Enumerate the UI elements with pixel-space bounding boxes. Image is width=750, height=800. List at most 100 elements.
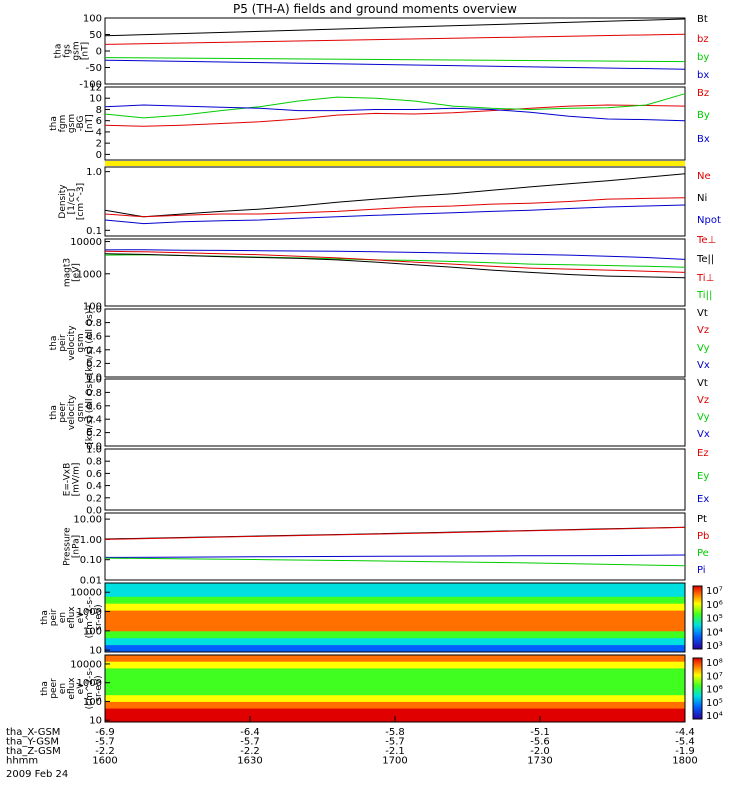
orbit-value: -6.4 [240, 727, 260, 738]
y-tick-label: 1.0 [86, 305, 102, 316]
y-label-line: gsm [72, 41, 82, 60]
legend-Vt: Vt [697, 378, 708, 389]
y-label-line: fgm [58, 115, 68, 133]
legend-Npot: Npot [697, 215, 721, 226]
legend-Ti⊥: Ti⊥ [696, 273, 714, 284]
legend-Ex: Ex [697, 494, 709, 505]
y-tick-label: 0.6 [86, 401, 102, 412]
y-label-line: [nT] [85, 114, 95, 132]
orbit-value: -6.9 [95, 727, 115, 738]
y-label-line: [nT] [81, 42, 91, 60]
y-tick-label: 10000 [70, 659, 102, 670]
y-label-line: velocity [67, 394, 77, 430]
y-tick-label: 10000 [70, 588, 102, 599]
y-label-line: tha [49, 336, 59, 351]
y-label-line: sr-eV) [94, 604, 104, 630]
spectrogram-band [105, 675, 685, 683]
legend-Ey: Ey [697, 471, 709, 482]
spectrogram-band [105, 589, 685, 598]
y-tick-label: 4 [96, 127, 102, 138]
y-tick-label: 0 [96, 150, 102, 161]
y-label-line: [mV/m] [72, 463, 82, 497]
spectrogram-band [105, 708, 685, 716]
y-tick-label: 10 [89, 646, 102, 657]
y-label-line: [1/cc] [67, 189, 77, 215]
orbit-value: -2.0 [530, 746, 550, 757]
orbit-value: 1700 [382, 756, 407, 767]
y-label-line: [cm^-3] [76, 183, 86, 220]
legend-Te||: Te|| [696, 254, 714, 265]
orbit-value: -5.7 [385, 737, 405, 748]
series-bx [104, 59, 686, 70]
y-label-line: fgs [63, 44, 73, 58]
y-tick-label: 0.2 [86, 493, 102, 504]
y-label-line: peer [58, 402, 68, 423]
spectrogram-band [105, 695, 685, 703]
colorbar [692, 585, 703, 650]
y-label-line: gsm [67, 114, 77, 133]
orbit-value: -5.6 [530, 737, 550, 748]
colorbar-label: 10⁴ [706, 711, 723, 722]
spectrogram-band [105, 624, 685, 632]
y-label-line: magt3 [63, 258, 73, 287]
y-label-line: eV [76, 611, 86, 624]
colorbar-label: 10³ [706, 641, 723, 652]
y-label-line: [km/s] (All Qs) [85, 380, 95, 444]
spectrogram-band [105, 688, 685, 696]
colorbar-label: 10⁶ [706, 600, 723, 611]
series-Ne [104, 197, 686, 218]
spectrogram-band [105, 583, 685, 591]
panel-frame [104, 512, 686, 581]
y-tick-label: 0.0 [86, 506, 102, 517]
legend-Vy: Vy [697, 412, 710, 423]
y-tick-label: 1000 [77, 269, 102, 280]
y-label-line: tha [40, 610, 50, 625]
y-label-line: peir [58, 334, 68, 352]
y-tick-label: 6 [96, 116, 102, 127]
y-tick-label: 0.6 [86, 332, 102, 343]
series-Bz [104, 104, 686, 127]
panel-density: 1.0 0.1 Density [1/cc] [cm^-3] Ne Ni Npot [58, 166, 721, 237]
orbit-value: -1.9 [675, 746, 695, 757]
series-Npot [104, 204, 686, 225]
y-tick-label: 100 [83, 697, 102, 708]
spectrogram-band [105, 603, 685, 612]
y-tick-label: 0.0 [86, 442, 102, 453]
y-label-line: tha [49, 116, 59, 131]
y-label-line: velocity [67, 325, 77, 361]
legend-Vz: Vz [697, 325, 709, 336]
y-label-line: tha [49, 405, 59, 420]
panel-frame [104, 166, 686, 237]
legend-Bz: Bz [697, 88, 709, 99]
y-tick-label: 10 [89, 716, 102, 727]
y-label-line: en [58, 683, 68, 694]
legend-Bt: Bt [697, 14, 708, 25]
legend-Bx: Bx [697, 134, 710, 145]
panel-temp: 10000 1000 100 magt3 [eV] Te⊥ Te|| Ti⊥ Ti|| [63, 235, 717, 313]
series-By [104, 93, 686, 119]
y-label-line: [km/s] (All Qs) [85, 311, 95, 375]
legend-Ti||: Ti|| [696, 290, 712, 301]
spectrogram-band [105, 610, 685, 618]
legend-Pi: Pi [697, 565, 706, 576]
y-tick-label: 100 [83, 626, 102, 637]
orbit-value: -5.1 [530, 727, 550, 738]
orbit-row-label: hhmm [6, 756, 38, 767]
orbit-value: -4.4 [675, 727, 695, 738]
orbit-value: -2.2 [95, 746, 115, 757]
y-tick-label: 0 [96, 47, 102, 58]
y-tick-label: 0.4 [86, 345, 102, 356]
y-label-line: tha [40, 681, 50, 696]
y-label-line: (cm^2-s- [85, 668, 95, 710]
legend-by: by [697, 52, 709, 63]
colorbar-label: 10⁵ [706, 614, 723, 625]
y-tick-label: 1.0 [86, 167, 102, 178]
series-Bx [104, 104, 686, 122]
orbit-table: tha_X-GSM -6.9 -6.4 -5.8 -5.1 -4.4 tha_Y-GSM -5… [6, 716, 698, 767]
y-label-line: (cm^2-s- [85, 597, 95, 639]
orbit-value: -5.7 [240, 737, 260, 748]
y-tick-label: 100 [83, 302, 102, 313]
orbit-value: -5.8 [385, 727, 405, 738]
legend-Ni: Ni [697, 193, 707, 204]
